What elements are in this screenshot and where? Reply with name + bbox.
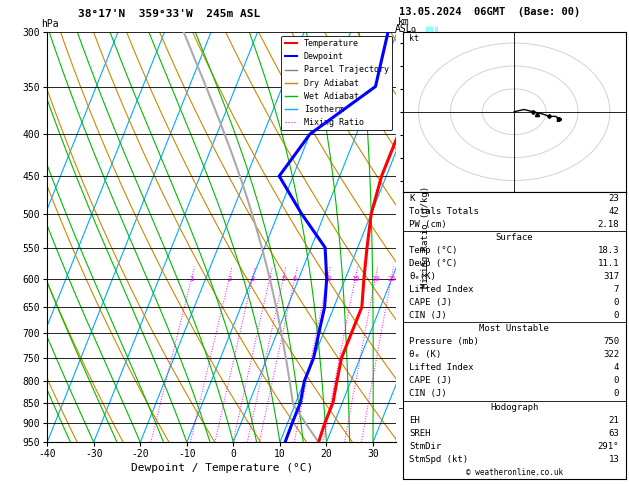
Text: ASL: ASL <box>395 24 413 34</box>
Text: _LCL: _LCL <box>399 399 420 408</box>
Text: 0: 0 <box>614 377 619 385</box>
X-axis label: Dewpoint / Temperature (°C): Dewpoint / Temperature (°C) <box>131 463 313 473</box>
Text: Surface: Surface <box>496 233 533 242</box>
Text: Lifted Index: Lifted Index <box>409 364 474 372</box>
Text: 0: 0 <box>614 389 619 399</box>
Text: 0: 0 <box>614 312 619 320</box>
Text: PW (cm): PW (cm) <box>409 220 447 229</box>
Text: Mixing Ratio (g/kg): Mixing Ratio (g/kg) <box>421 186 430 288</box>
Text: 42: 42 <box>608 207 619 216</box>
Text: 5: 5 <box>281 276 286 281</box>
Text: CAPE (J): CAPE (J) <box>409 377 452 385</box>
Text: 291°: 291° <box>598 442 619 451</box>
Text: SREH: SREH <box>409 429 431 437</box>
Text: Lifted Index: Lifted Index <box>409 285 474 294</box>
Text: CIN (J): CIN (J) <box>409 312 447 320</box>
Text: Most Unstable: Most Unstable <box>479 324 549 333</box>
Text: 750: 750 <box>603 337 619 347</box>
Text: hPa: hPa <box>41 19 58 29</box>
Text: StmSpd (kt): StmSpd (kt) <box>409 455 469 464</box>
Text: StmDir: StmDir <box>409 442 442 451</box>
Text: 3: 3 <box>250 276 255 281</box>
Text: 4: 4 <box>614 364 619 372</box>
Text: 63: 63 <box>608 429 619 437</box>
Text: ║║║: ║║║ <box>425 209 440 218</box>
Text: EH: EH <box>409 416 420 425</box>
Text: 38°17'N  359°33'W  245m ASL: 38°17'N 359°33'W 245m ASL <box>78 9 260 19</box>
Text: -5: -5 <box>407 274 417 283</box>
Text: 15: 15 <box>351 276 359 281</box>
Text: -1: -1 <box>407 438 417 447</box>
Text: 13.05.2024  06GMT  (Base: 00): 13.05.2024 06GMT (Base: 00) <box>399 7 581 17</box>
Text: © weatheronline.co.uk: © weatheronline.co.uk <box>465 468 563 477</box>
Text: θₑ (K): θₑ (K) <box>409 350 442 359</box>
Text: Hodograph: Hodograph <box>490 402 538 412</box>
Text: Dewp (°C): Dewp (°C) <box>409 259 458 268</box>
Text: 4: 4 <box>267 276 272 281</box>
Text: 23: 23 <box>608 194 619 203</box>
Text: 322: 322 <box>603 350 619 359</box>
Text: 6: 6 <box>292 276 297 281</box>
Text: 21: 21 <box>608 416 619 425</box>
Text: 317: 317 <box>603 272 619 281</box>
Text: K: K <box>409 194 415 203</box>
Text: 18.3: 18.3 <box>598 246 619 255</box>
Text: Pressure (mb): Pressure (mb) <box>409 337 479 347</box>
Text: -7: -7 <box>407 130 417 139</box>
Text: -6: -6 <box>407 209 417 218</box>
Text: 2: 2 <box>227 276 231 281</box>
Text: -3: -3 <box>407 377 417 385</box>
Text: CIN (J): CIN (J) <box>409 389 447 399</box>
Text: CAPE (J): CAPE (J) <box>409 298 452 307</box>
Text: 0: 0 <box>614 298 619 307</box>
Text: ║║║: ║║║ <box>425 129 440 139</box>
Text: Temp (°C): Temp (°C) <box>409 246 458 255</box>
Text: -8: -8 <box>407 82 417 91</box>
Text: -9: -9 <box>407 27 417 36</box>
Text: 11.1: 11.1 <box>598 259 619 268</box>
Text: ║║║: ║║║ <box>425 27 440 36</box>
Text: 1: 1 <box>189 276 194 281</box>
Text: km: km <box>398 17 409 27</box>
Text: 20: 20 <box>371 276 379 281</box>
Text: 2.18: 2.18 <box>598 220 619 229</box>
Legend: Temperature, Dewpoint, Parcel Trajectory, Dry Adiabat, Wet Adiabat, Isotherm, Mi: Temperature, Dewpoint, Parcel Trajectory… <box>281 36 392 130</box>
Text: -2: -2 <box>407 418 417 428</box>
Text: 13: 13 <box>608 455 619 464</box>
Text: 7: 7 <box>614 285 619 294</box>
Text: θₑ(K): θₑ(K) <box>409 272 436 281</box>
Text: Totals Totals: Totals Totals <box>409 207 479 216</box>
Text: 10: 10 <box>323 276 332 281</box>
Text: kt: kt <box>409 34 419 43</box>
Text: -4: -4 <box>407 329 417 338</box>
Text: 25: 25 <box>387 276 396 281</box>
